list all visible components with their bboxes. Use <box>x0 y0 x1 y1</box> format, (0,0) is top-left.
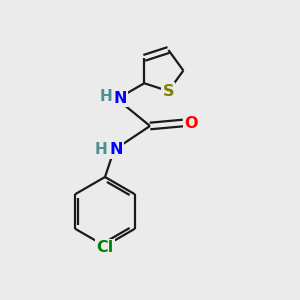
Text: H: H <box>99 89 112 104</box>
Text: O: O <box>185 116 198 130</box>
Text: N: N <box>110 142 123 158</box>
Text: S: S <box>163 84 174 99</box>
Text: N: N <box>113 91 127 106</box>
Text: Cl: Cl <box>96 240 114 255</box>
Text: H: H <box>95 142 108 157</box>
